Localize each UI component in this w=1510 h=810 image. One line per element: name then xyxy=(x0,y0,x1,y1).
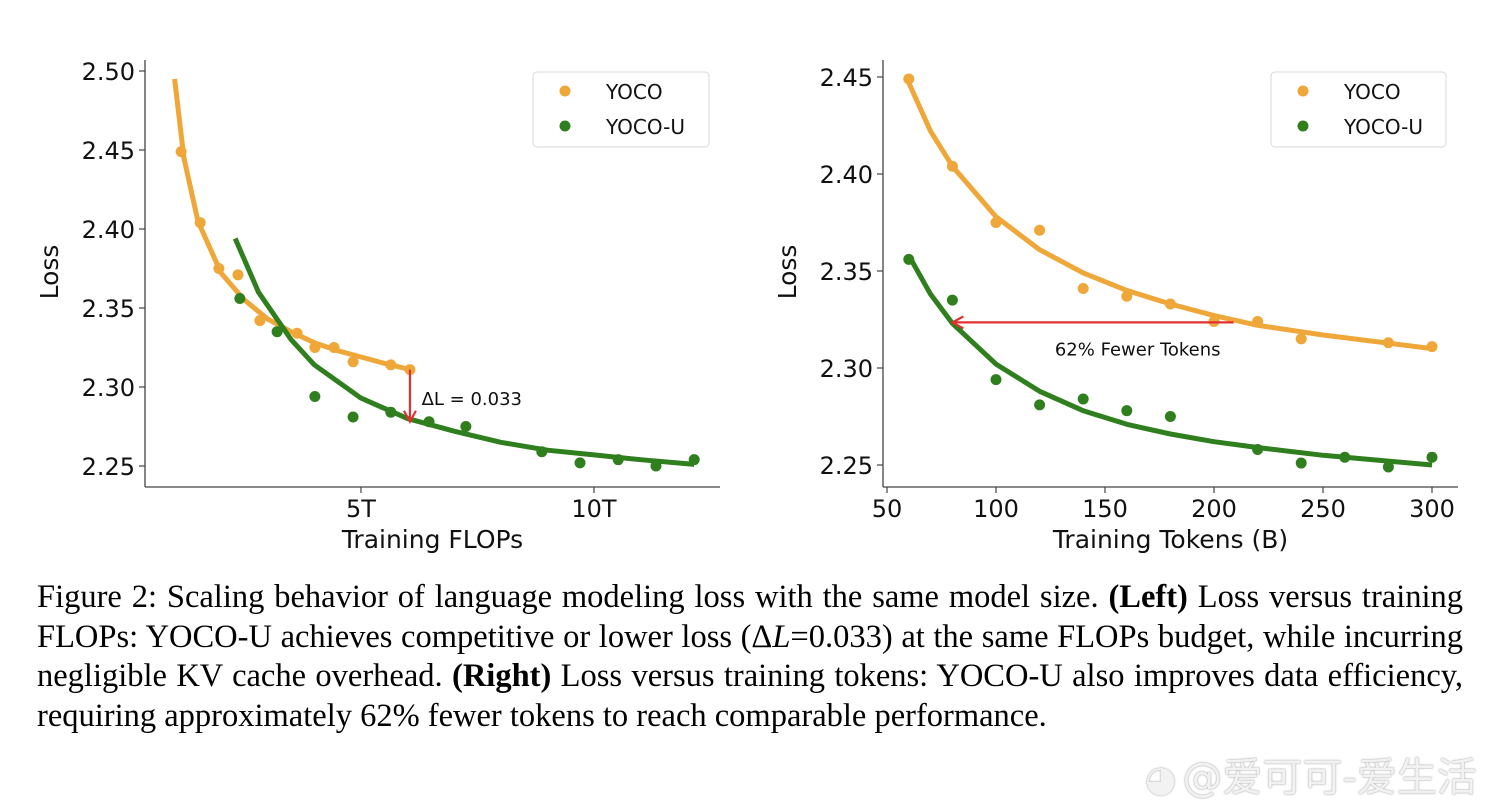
right-point-yoco-u xyxy=(990,374,1002,386)
left-point-yoco-u xyxy=(423,416,435,428)
left-arrow-head xyxy=(402,410,417,425)
right-point-yoco xyxy=(946,160,958,172)
right-point-yoco xyxy=(1077,282,1089,294)
right-point-yoco xyxy=(1382,337,1394,349)
right-y-tick-label: 2.30 xyxy=(820,355,873,383)
left-annotation-label: ΔL = 0.033 xyxy=(422,389,522,410)
right-point-yoco xyxy=(1164,298,1176,310)
right-point-yoco-u xyxy=(1034,399,1046,411)
right-legend-marker-yoco-u xyxy=(1297,120,1309,132)
right-point-yoco-u xyxy=(1077,393,1089,405)
left-point-yoco-u xyxy=(385,406,397,418)
right-point-yoco-u xyxy=(1295,457,1307,469)
right-point-yoco xyxy=(1295,333,1307,345)
right-point-yoco-u xyxy=(903,253,915,265)
right-point-yoco-u xyxy=(1339,451,1351,463)
caption-left-text-2: =0.033) at the same FLOPs budget, while … xyxy=(37,618,1464,695)
right-point-yoco xyxy=(1426,341,1438,353)
right-x-tick-label: 100 xyxy=(973,495,1019,523)
right-point-yoco-u xyxy=(1426,451,1438,463)
left-legend-marker-yoco xyxy=(559,85,571,97)
left-legend-label-yoco: YOCO xyxy=(605,80,663,104)
caption-right-text: Loss versus training tokens: YOCO-U also… xyxy=(37,658,1464,734)
caption-right-tag: (Right) xyxy=(452,658,552,694)
left-y-tick-label: 2.30 xyxy=(82,374,135,402)
left-point-yoco xyxy=(213,263,225,274)
right-point-yoco xyxy=(990,217,1002,228)
left-point-yoco-u xyxy=(460,421,472,432)
caption-left-var: L xyxy=(772,618,791,655)
left-y-tick-label: 2.50 xyxy=(82,58,135,86)
left-point-yoco xyxy=(347,356,359,368)
figure: 2.25 2.30 2.35 2.40 2.45 2.50 5T 10T Training FL… xyxy=(35,58,1458,554)
right-y-tick-label: 2.35 xyxy=(820,258,873,286)
left-point-yoco-u xyxy=(612,454,624,466)
right-arrow-head xyxy=(950,315,964,330)
right-legend-label-yoco: YOCO xyxy=(1343,80,1401,104)
left-point-yoco-u xyxy=(688,454,700,466)
right-x-tick-label: 250 xyxy=(1300,495,1346,523)
right-panel: 2.25 2.30 2.35 2.40 2.45 50 100 150 200 250 300 Tra… xyxy=(773,60,1458,554)
right-legend-marker-yoco xyxy=(1297,85,1309,97)
left-legend-marker-yoco-u xyxy=(559,120,571,132)
right-point-yoco xyxy=(1121,290,1133,302)
right-annotation-label: 62% Fewer Tokens xyxy=(1055,340,1221,361)
left-point-yoco-u xyxy=(650,460,662,472)
right-point-yoco-u xyxy=(1382,461,1394,473)
left-point-yoco xyxy=(175,146,187,158)
right-point-yoco xyxy=(903,73,915,85)
left-point-yoco-u xyxy=(234,293,246,305)
right-point-yoco-u xyxy=(1252,443,1264,455)
right-legend-label-yoco-u: YOCO-U xyxy=(1343,115,1423,139)
left-y-axis-label: Loss xyxy=(35,245,64,300)
left-y-tick-label: 2.25 xyxy=(82,453,135,481)
left-point-yoco xyxy=(309,342,321,353)
left-x-tick-label: 5T xyxy=(346,495,376,523)
weibo-icon: ◕ xyxy=(1145,759,1177,800)
left-point-yoco xyxy=(232,269,244,281)
right-y-tick-label: 2.25 xyxy=(820,452,873,480)
left-point-yoco xyxy=(254,315,266,327)
left-fit-line-yoco xyxy=(172,78,411,373)
left-point-yoco xyxy=(328,342,340,353)
right-legend-box xyxy=(1270,71,1447,148)
left-y-tick-label: 2.45 xyxy=(82,137,135,165)
right-y-tick-label: 2.40 xyxy=(820,161,873,189)
right-point-yoco-u xyxy=(1121,405,1133,417)
left-point-yoco-u xyxy=(536,446,548,458)
watermark: ◕ @爱可可-爱生活 xyxy=(1145,745,1477,803)
right-fit-line-yoco xyxy=(906,81,1433,352)
right-point-yoco-u xyxy=(946,294,958,306)
left-x-axis-label: Training FLOPs xyxy=(341,525,523,554)
left-point-yoco xyxy=(385,359,397,371)
caption-left-tag: (Left) xyxy=(1108,579,1188,615)
watermark-text: @爱可可-爱生活 xyxy=(1182,755,1477,801)
right-x-axis-label: Training Tokens (B) xyxy=(1052,525,1288,554)
left-point-yoco-u xyxy=(347,411,359,423)
right-y-tick-label: 2.45 xyxy=(820,64,873,92)
left-y-tick-label: 2.35 xyxy=(82,295,135,323)
figure-caption: Figure 2: Scaling behavior of language m… xyxy=(37,578,1463,736)
left-y-tick-label: 2.40 xyxy=(82,216,135,244)
right-x-tick-label: 200 xyxy=(1191,495,1237,523)
left-point-yoco-u xyxy=(574,457,586,469)
right-x-tick-label: 150 xyxy=(1082,495,1128,523)
caption-prefix: Figure 2: Scaling behavior of language m… xyxy=(37,579,1109,615)
left-point-yoco xyxy=(291,327,303,339)
left-x-tick-label: 10T xyxy=(571,495,617,523)
right-point-yoco-u xyxy=(1164,411,1176,422)
left-point-yoco-u xyxy=(271,326,283,338)
right-x-tick-label: 300 xyxy=(1409,495,1455,523)
left-point-yoco xyxy=(194,217,206,229)
left-legend-box xyxy=(532,71,710,148)
left-point-yoco-u xyxy=(309,390,321,402)
left-panel: 2.25 2.30 2.35 2.40 2.45 2.50 5T 10T Training FL… xyxy=(35,58,720,554)
right-fit-line-yoco-u xyxy=(906,254,1433,468)
right-point-yoco xyxy=(1034,224,1046,236)
right-y-axis-label: Loss xyxy=(773,245,802,300)
right-point-yoco xyxy=(1252,315,1264,327)
right-x-tick-label: 50 xyxy=(872,495,903,523)
caption-left-text: Loss versus training FLOPs: YOCO-U achie… xyxy=(37,579,1464,655)
left-legend-label-yoco-u: YOCO-U xyxy=(605,115,685,139)
